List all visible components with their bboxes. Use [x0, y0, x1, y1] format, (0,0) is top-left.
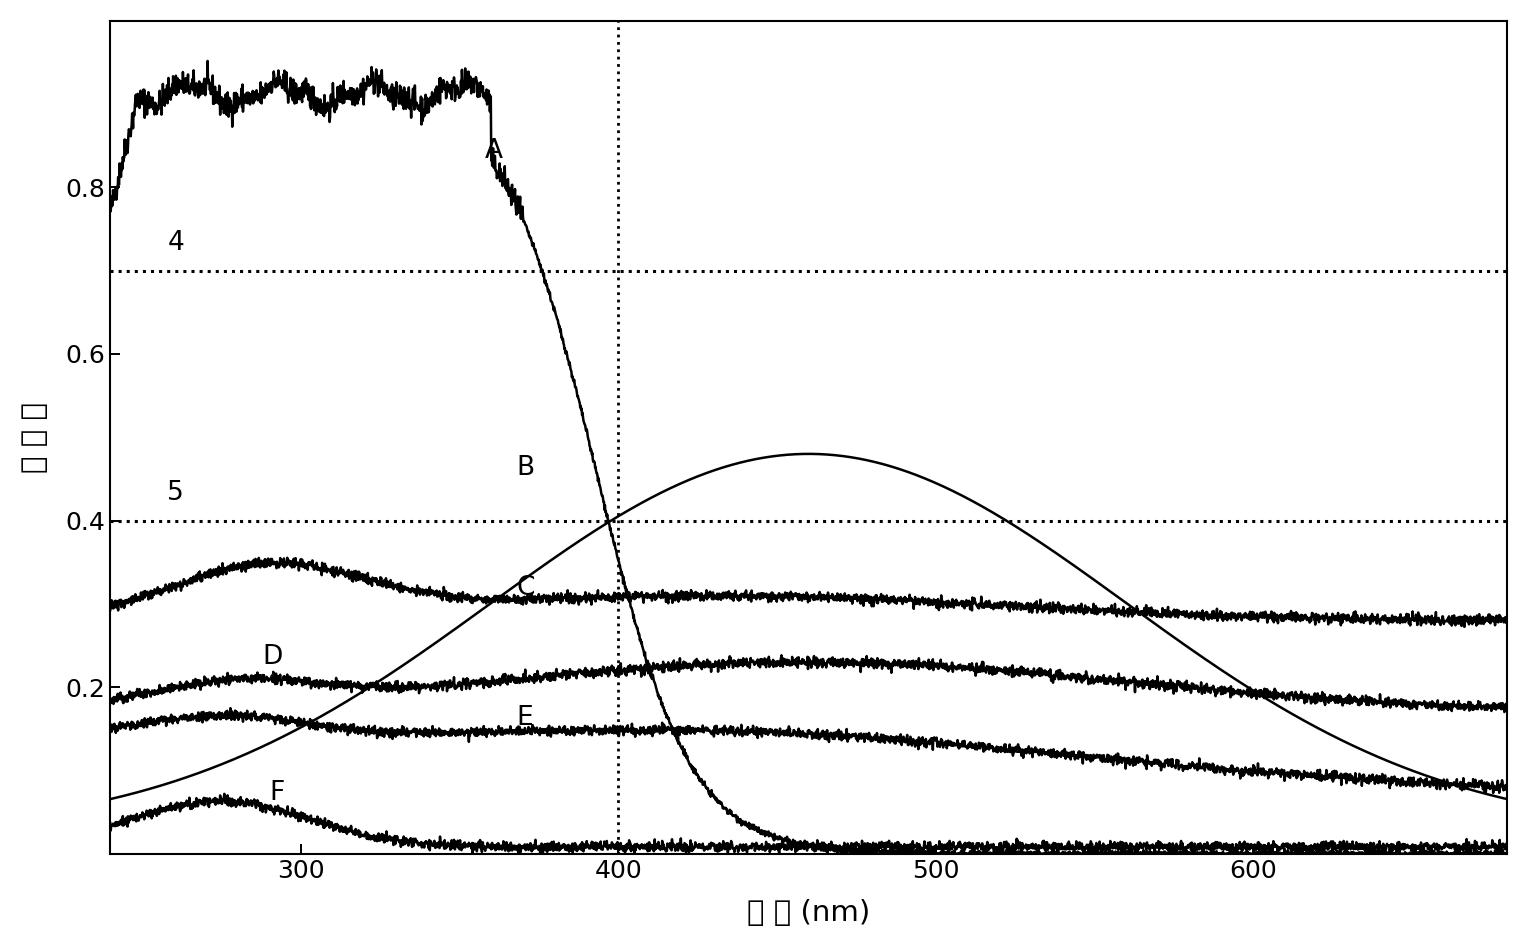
Text: B: B	[516, 455, 535, 481]
Text: C: C	[516, 575, 535, 601]
Text: 4: 4	[168, 229, 185, 256]
Text: F: F	[269, 779, 284, 806]
Text: D: D	[263, 644, 283, 669]
Text: A: A	[484, 138, 503, 164]
Text: 5: 5	[168, 480, 185, 505]
Y-axis label: 吸 光 度: 吸 光 度	[21, 402, 49, 473]
Text: E: E	[516, 704, 533, 731]
X-axis label: 波 长 (nm): 波 长 (nm)	[747, 899, 871, 927]
